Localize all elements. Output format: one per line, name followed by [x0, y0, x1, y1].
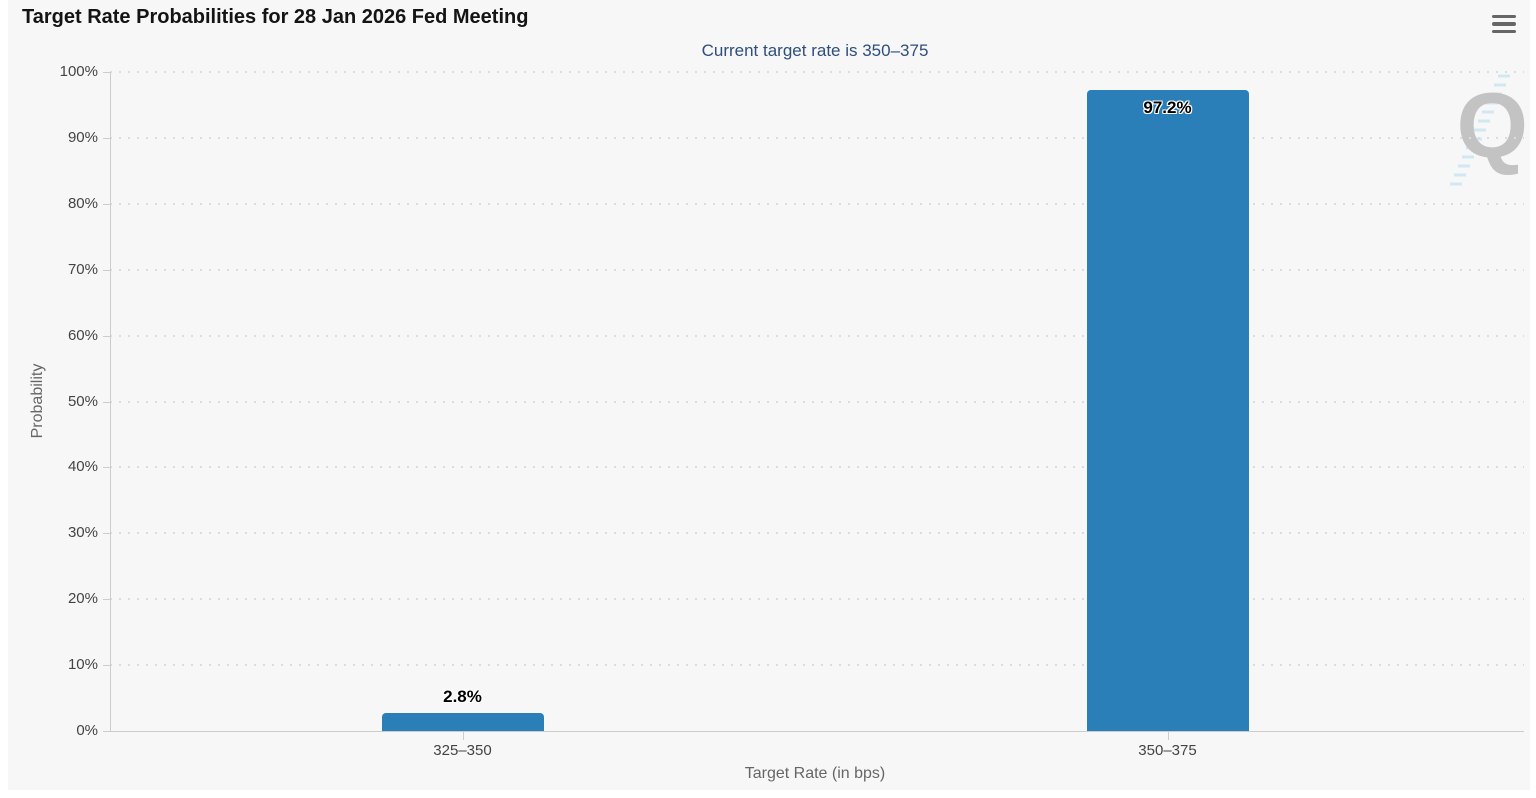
- x-axis-title: Target Rate (in bps): [744, 765, 886, 782]
- bar-value-label: 2.8%: [443, 686, 482, 706]
- x-axis-category-label: 325–350: [433, 742, 492, 759]
- y-grid-line: [110, 136, 1524, 139]
- y-axis-tick-label: 40%: [67, 458, 98, 476]
- y-axis-tick: [103, 203, 110, 205]
- y-axis-tick-label: 10%: [67, 656, 98, 674]
- chart-title: Target Rate Probabilities for 28 Jan 202…: [22, 6, 529, 28]
- probability-bar[interactable]: [1086, 90, 1249, 731]
- hamburger-bar: [1492, 22, 1516, 26]
- bar-value-label: 97.2%: [1143, 98, 1192, 118]
- y-axis-tick: [103, 665, 110, 667]
- y-axis-tick-label: 60%: [67, 326, 98, 344]
- y-grid-line: [110, 466, 1524, 469]
- y-axis-tick-label: 0%: [76, 722, 98, 739]
- y-axis-tick: [103, 335, 110, 337]
- x-axis-tick: [1167, 732, 1169, 740]
- y-axis-tick: [103, 731, 110, 732]
- y-axis-tick: [103, 533, 110, 535]
- y-axis-tick-label: 80%: [67, 194, 98, 212]
- y-grid-line: [110, 202, 1524, 205]
- hamburger-bar: [1492, 14, 1516, 19]
- hamburger-bar: [1492, 29, 1516, 34]
- y-grid-line: [110, 400, 1524, 403]
- y-axis-tick: [103, 137, 110, 139]
- y-axis-tick: [103, 401, 110, 403]
- y-axis-tick: [103, 269, 110, 271]
- y-axis-tick-label: 20%: [67, 590, 98, 608]
- hamburger-menu-icon[interactable]: [1492, 12, 1520, 36]
- chart-background: [8, 0, 1530, 790]
- chart-subtitle: Current target rate is 350–375: [701, 41, 929, 60]
- y-grid-line: [110, 664, 1524, 667]
- y-grid-line: [110, 71, 1524, 73]
- y-axis-tick: [103, 467, 110, 469]
- x-axis-tick: [462, 732, 464, 740]
- y-grid-line: [110, 598, 1524, 601]
- x-axis-line: [110, 731, 1524, 732]
- y-axis-tick-label: 90%: [67, 128, 98, 146]
- y-axis-tick-label: 70%: [67, 260, 98, 278]
- y-grid-line: [110, 532, 1524, 535]
- y-grid-line: [110, 334, 1524, 337]
- y-axis-tick-label: 100%: [59, 63, 98, 80]
- probability-bar[interactable]: [381, 712, 544, 731]
- x-axis-category-label: 350–375: [1138, 742, 1197, 759]
- y-axis-tick: [103, 599, 110, 601]
- y-axis-tick-label: 50%: [67, 392, 98, 410]
- y-axis-line: [110, 72, 111, 731]
- y-grid-line: [110, 268, 1524, 271]
- y-axis-tick-label: 30%: [67, 524, 98, 542]
- y-axis-tick: [103, 72, 110, 73]
